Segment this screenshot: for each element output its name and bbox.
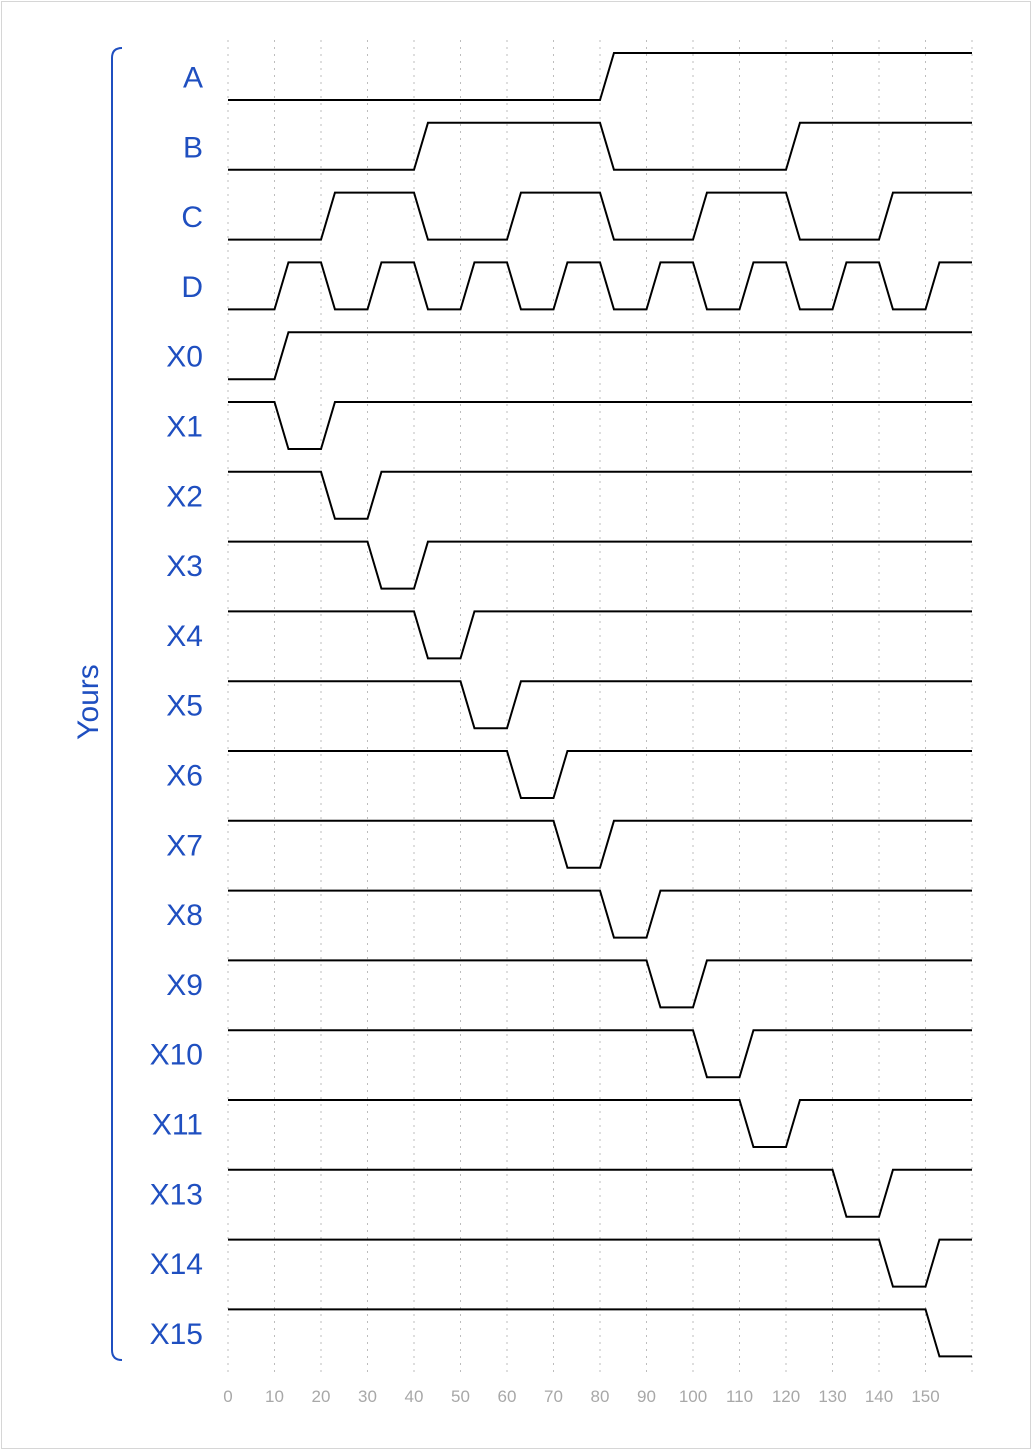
signal-label-x8: X8 — [166, 899, 203, 932]
tick-label: 90 — [637, 1387, 656, 1406]
tick-label: 150 — [911, 1387, 939, 1406]
signal-label-x4: X4 — [166, 620, 203, 653]
group-label: Yours — [72, 664, 105, 740]
tick-label: 0 — [223, 1387, 232, 1406]
waveform-c — [228, 191, 972, 241]
group-brace — [111, 47, 123, 1361]
waveforms — [228, 52, 972, 1358]
signal-label-x6: X6 — [166, 760, 203, 793]
signal-label-x9: X9 — [166, 969, 203, 1002]
waveform-x0 — [228, 331, 972, 381]
waveform-x10 — [228, 1029, 972, 1079]
tick-label: 20 — [312, 1387, 331, 1406]
signal-label-x10: X10 — [150, 1039, 203, 1072]
tick-label: 130 — [818, 1387, 846, 1406]
waveform-x4 — [228, 610, 972, 660]
signal-labels: A B C D X0 X1 X2 X3 X4 X5 X6 X7 X8 X9 X10 X11 X13 X14 X15 — [150, 62, 203, 1351]
signal-label-a: A — [183, 62, 203, 95]
waveform-x15 — [228, 1308, 972, 1358]
signal-label-b: B — [183, 131, 203, 164]
waveform-x11 — [228, 1099, 972, 1148]
signal-label-x7: X7 — [166, 829, 203, 862]
tick-label: 140 — [865, 1387, 893, 1406]
waveform-d — [228, 261, 972, 311]
waveform-x7 — [228, 819, 972, 869]
tick-label: 100 — [679, 1387, 707, 1406]
signal-label-x1: X1 — [166, 411, 203, 444]
signal-label-x14: X14 — [150, 1248, 203, 1281]
tick-label: 30 — [358, 1387, 377, 1406]
waveform-x13 — [228, 1168, 972, 1218]
signal-label-c: C — [181, 201, 203, 234]
grid-lines — [227, 40, 973, 1372]
tick-label: 70 — [544, 1387, 563, 1406]
signal-label-x0: X0 — [166, 341, 203, 374]
tick-label: 60 — [498, 1387, 517, 1406]
waveform-x1 — [228, 401, 972, 450]
time-axis: 0 10 20 30 40 50 60 70 80 90 100 110 120 130 140 150 — [223, 1387, 939, 1406]
signal-label-x15: X15 — [150, 1318, 203, 1351]
waveform-x3 — [228, 540, 972, 590]
tick-label: 50 — [451, 1387, 470, 1406]
tick-label: 120 — [772, 1387, 800, 1406]
waveform-a — [228, 52, 972, 101]
signal-label-d: D — [181, 271, 203, 304]
waveform-x14 — [228, 1238, 972, 1288]
tick-label: 10 — [265, 1387, 284, 1406]
waveform-x8 — [228, 889, 972, 939]
signal-label-x11: X11 — [152, 1109, 203, 1142]
tick-label: 110 — [726, 1387, 753, 1406]
waveform-x2 — [228, 470, 972, 520]
waveform-x5 — [228, 680, 972, 730]
waveform-x6 — [228, 750, 972, 799]
signal-label-x5: X5 — [166, 690, 203, 723]
tick-label: 40 — [405, 1387, 424, 1406]
signal-label-x3: X3 — [166, 550, 203, 583]
signal-label-x13: X13 — [150, 1178, 203, 1211]
waveform-b — [228, 121, 972, 171]
signal-label-x2: X2 — [166, 480, 203, 513]
waveform-x9 — [228, 959, 972, 1009]
tick-label: 80 — [591, 1387, 610, 1406]
